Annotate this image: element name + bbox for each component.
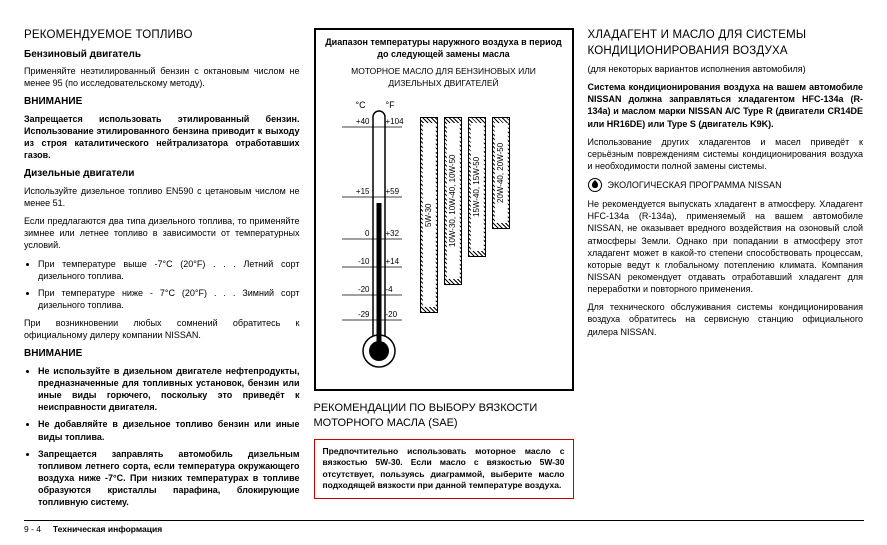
text-diesel-2: Если предлагаются два типа дизельного то… [24,215,300,251]
warning-title-2: ВНИМАНИЕ [24,347,300,361]
li-warn-2: Не добавляйте в дизельное топливо бензин… [38,418,300,442]
page-footer: 9 - 4 Техническая информация [24,520,864,535]
text-gasoline: Применяйте неэтилированный бензин с окта… [24,65,300,89]
tick-f: -4 [386,285,412,296]
left-column: РЕКОМЕНДУЕМОЕ ТОПЛИВО Бензиновый двигате… [24,28,300,514]
text-coolant-2: Использование других хладагентов и масел… [588,136,864,172]
diagram-graphic: °C °F +40+104+15+590+32-10+14-20-4-2 [324,93,564,389]
middle-column: Диапазон температуры наружного воздуха в… [314,28,574,514]
tick-f: -20 [386,310,412,321]
heading-diesel: Дизельные двигатели [24,167,300,181]
eco-row: ЭКОЛОГИЧЕСКАЯ ПРОГРАММА NISSAN [588,178,864,192]
li-warn-1: Не используйте в дизельном двигателе неф… [38,365,300,414]
viscosity-bar-label: 20W-40, 20W-50 [495,123,508,223]
text-eco-2: Для технического обслуживания системы ко… [588,301,864,337]
tick-c: +40 [346,117,370,128]
page-number: 9 - 4 [24,524,41,534]
li-winter: При температуре ниже - 7°C (20°F) . . . … [38,287,300,311]
tick-f: +14 [386,257,412,268]
red-recommendation-box: Предпочтительно использовать моторное ма… [314,439,574,499]
diagram-box: Диапазон температуры наружного воздуха в… [314,28,574,391]
list-warning-2: Не используйте в дизельном двигателе неф… [24,365,300,509]
text-coolant-1: Система кондиционирования воздуха на ваш… [588,81,864,130]
thermometer-icon [342,103,402,383]
subtitle-coolant: (для некоторых вариантов исполнения авто… [588,63,864,75]
tick-c: -20 [346,285,370,296]
warning-title-1: ВНИМАНИЕ [24,95,300,109]
viscosity-bar-label: 5W-30 [423,123,436,307]
text-diesel-1: Используйте дизельное топливо EN590 с це… [24,185,300,209]
eco-icon [588,178,602,192]
tick-f: +104 [386,117,412,128]
list-diesel-temp: При температуре выше -7°C (20°F) . . . Л… [24,258,300,312]
warning-body-1: Запрещается использовать этилированный б… [24,113,300,162]
heading-sae: РЕКОМЕНДАЦИИ ПО ВЫБОРУ ВЯЗКОСТИ МОТОРНОГ… [314,401,574,431]
tick-f: +59 [386,187,412,198]
eco-title: ЭКОЛОГИЧЕСКАЯ ПРОГРАММА NISSAN [608,179,782,191]
diagram-subtitle: МОТОРНОЕ МАСЛО ДЛЯ БЕНЗИНОВЫХ ИЛИ ДИЗЕЛЬ… [324,66,564,89]
right-column: ХЛАДАГЕНТ И МАСЛО ДЛЯ СИСТЕМЫ КОНДИЦИОНИ… [588,28,864,514]
tick-f: +32 [386,229,412,240]
viscosity-bar-label: 10W-30, 10W-40, 10W-50 [447,123,460,279]
heading-fuel: РЕКОМЕНДУЕМОЕ ТОПЛИВО [24,28,300,44]
text-diesel-3: При возникновении любых сомнений обратит… [24,317,300,341]
section-name: Техническая информация [53,524,162,534]
li-summer: При температуре выше -7°C (20°F) . . . Л… [38,258,300,282]
viscosity-bar-label: 15W-40, 15W-50 [471,123,484,251]
heading-coolant: ХЛАДАГЕНТ И МАСЛО ДЛЯ СИСТЕМЫ КОНДИЦИОНИ… [588,28,864,59]
heading-gasoline: Бензиновый двигатель [24,48,300,62]
tick-c: +15 [346,187,370,198]
diagram-title: Диапазон температуры наружного воздуха в… [324,36,564,60]
tick-c: -29 [346,310,370,321]
tick-c: 0 [346,229,370,240]
text-eco-1: Не рекомендуется выпускать хладагент в а… [588,198,864,295]
tick-c: -10 [346,257,370,268]
li-warn-3: Запрещается заправлять автомобиль дизель… [38,448,300,509]
red-box-text: Предпочтительно использовать моторное ма… [323,446,565,492]
